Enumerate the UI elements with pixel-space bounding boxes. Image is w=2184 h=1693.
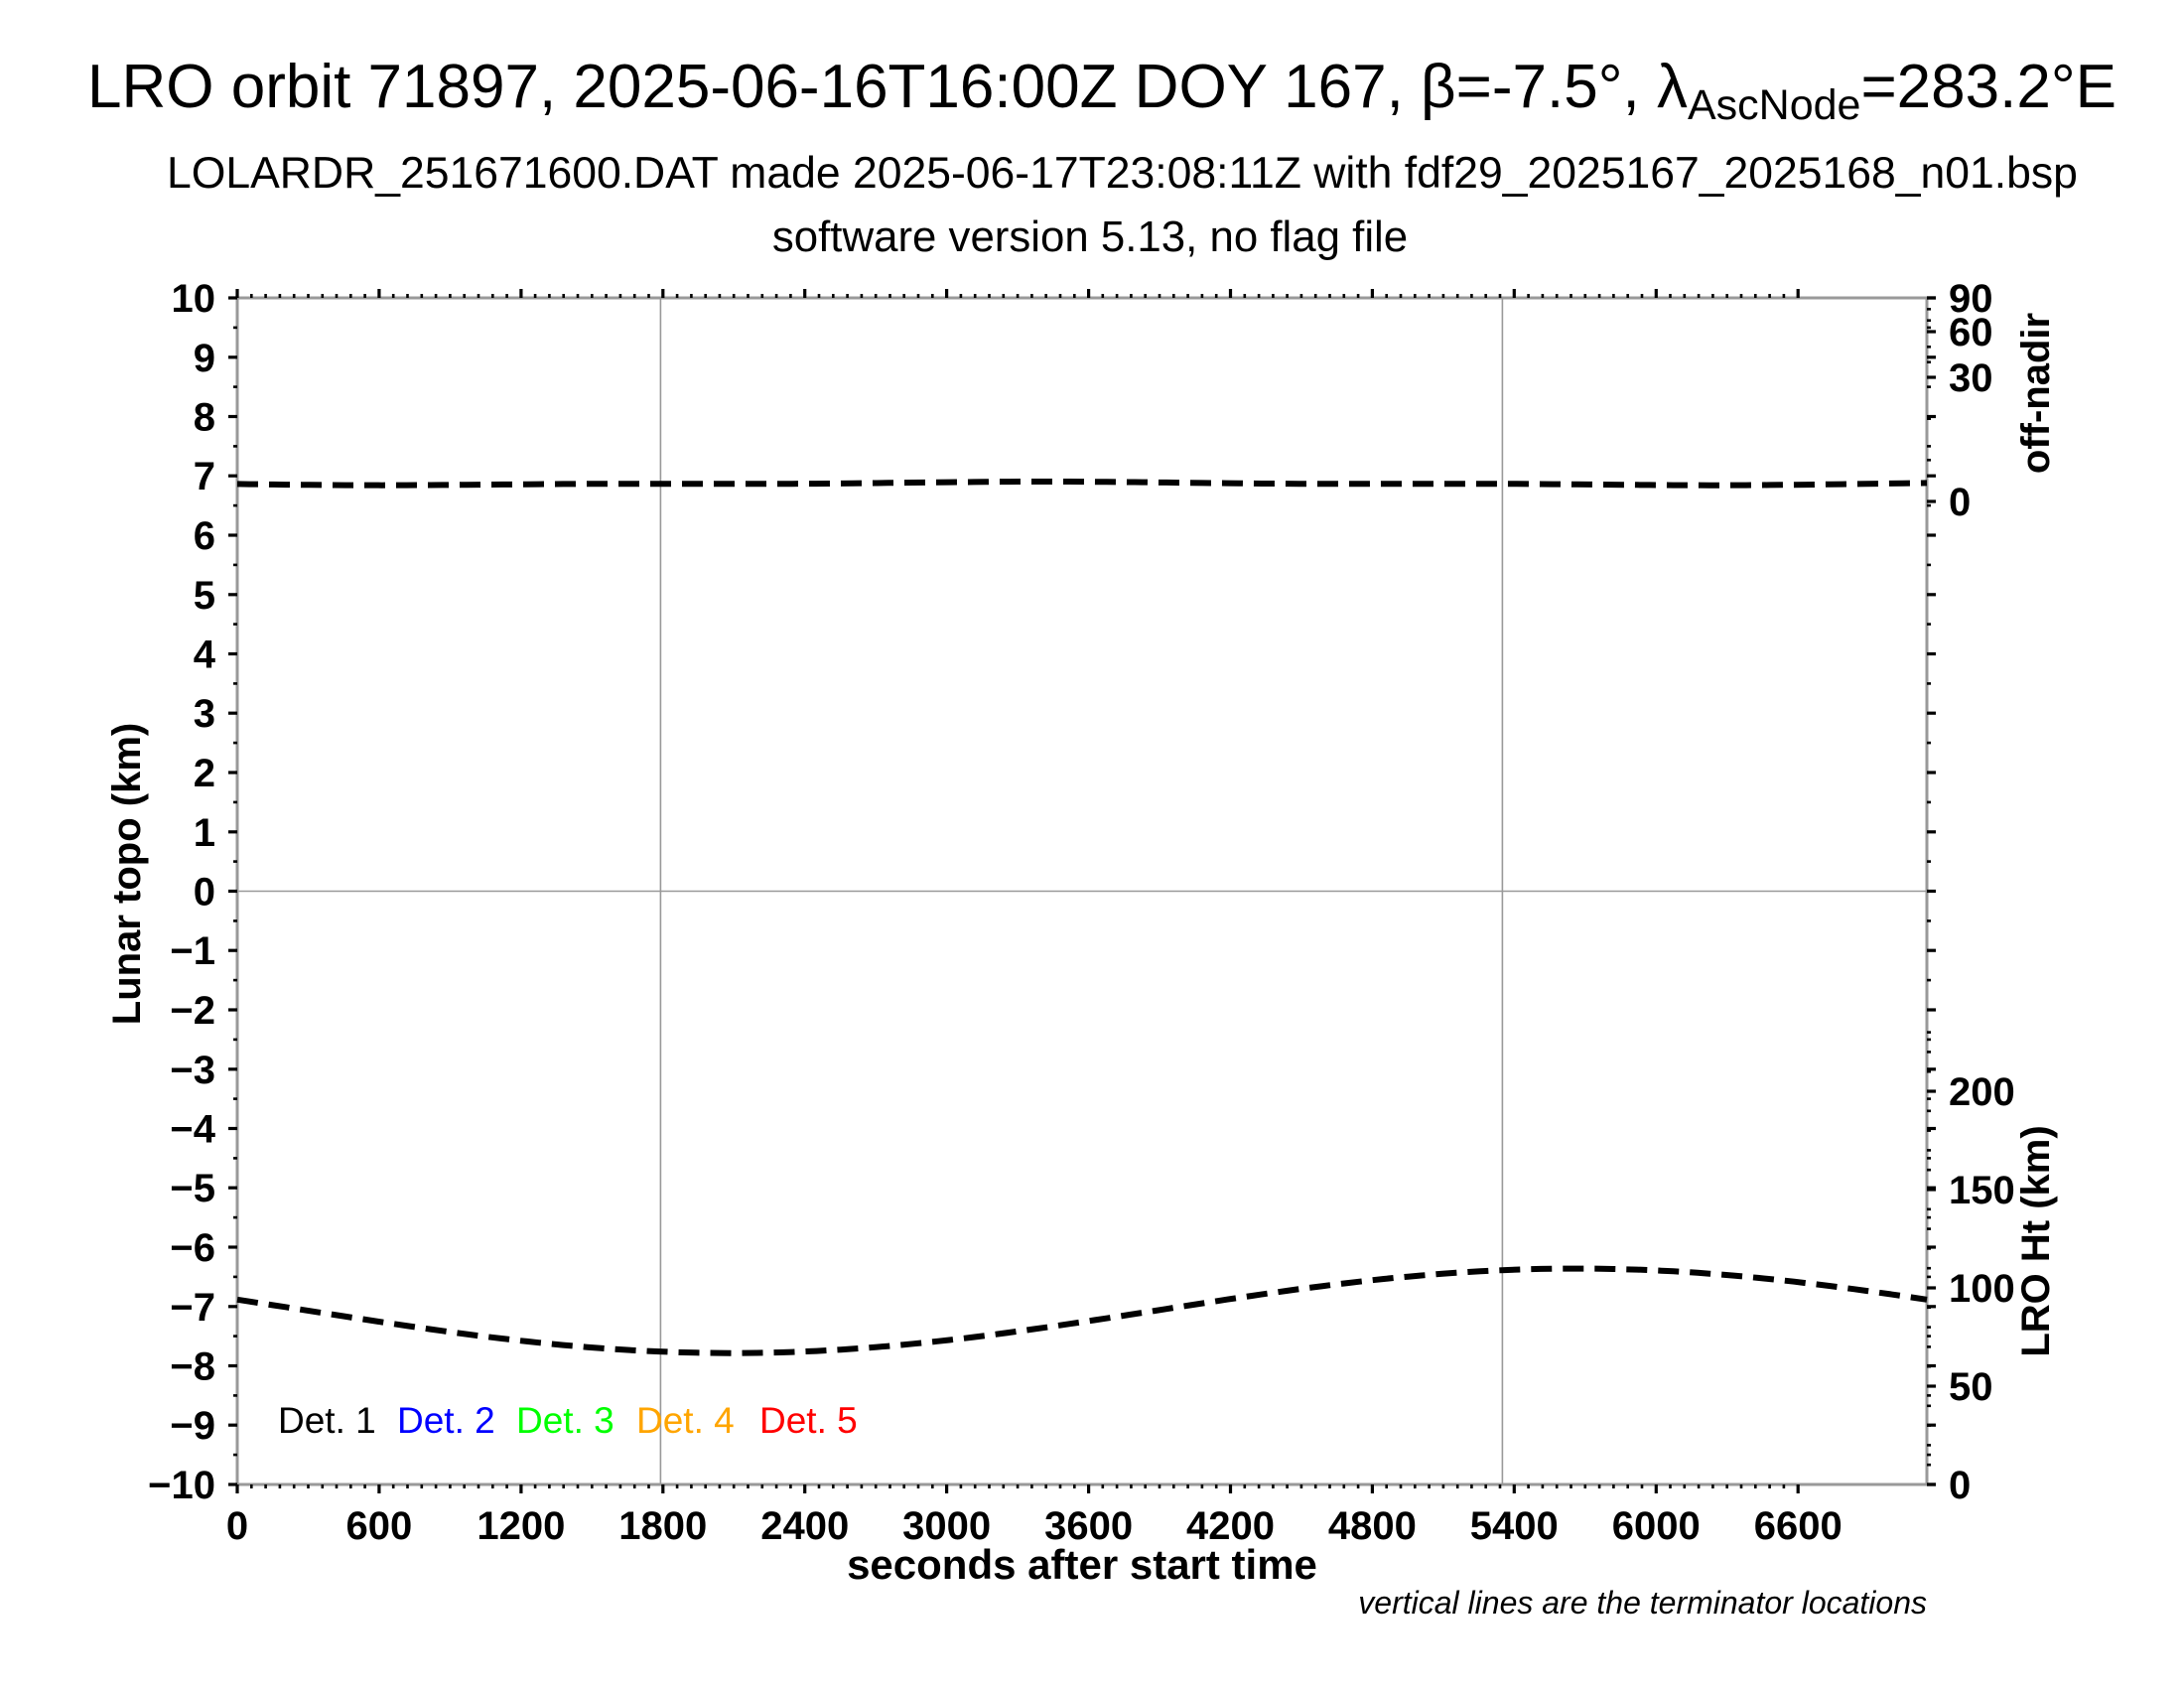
svg-text:150: 150 xyxy=(1949,1169,2015,1212)
svg-text:LOLARDR_251671600.DAT made 202: LOLARDR_251671600.DAT made 2025-06-17T23… xyxy=(167,149,2078,198)
svg-text:1800: 1800 xyxy=(618,1504,707,1548)
svg-text:2: 2 xyxy=(194,752,215,795)
svg-text:−2: −2 xyxy=(170,989,215,1033)
svg-text:0: 0 xyxy=(1949,1464,1971,1507)
svg-text:200: 200 xyxy=(1949,1070,2015,1114)
svg-text:5400: 5400 xyxy=(1470,1504,1559,1548)
svg-text:−8: −8 xyxy=(170,1345,215,1389)
svg-text:9: 9 xyxy=(194,337,215,380)
svg-text:6: 6 xyxy=(194,514,215,558)
svg-text:−4: −4 xyxy=(170,1108,215,1152)
svg-text:Det. 5: Det. 5 xyxy=(759,1400,858,1441)
svg-text:0: 0 xyxy=(1949,481,1971,524)
svg-text:0: 0 xyxy=(194,871,215,915)
svg-text:600: 600 xyxy=(346,1504,413,1548)
svg-text:30: 30 xyxy=(1949,356,1993,400)
svg-text:50: 50 xyxy=(1949,1365,1993,1409)
svg-text:10: 10 xyxy=(172,277,216,321)
svg-text:2400: 2400 xyxy=(760,1504,849,1548)
svg-text:Det. 2: Det. 2 xyxy=(397,1400,495,1441)
svg-text:6600: 6600 xyxy=(1754,1504,1843,1548)
svg-text:−9: −9 xyxy=(170,1404,215,1448)
svg-text:LRO Ht (km): LRO Ht (km) xyxy=(2014,1125,2058,1356)
svg-text:1200: 1200 xyxy=(477,1504,565,1548)
svg-text:Det. 3: Det. 3 xyxy=(516,1400,614,1441)
svg-text:3: 3 xyxy=(194,692,215,736)
svg-text:Lunar topo (km): Lunar topo (km) xyxy=(105,723,149,1025)
svg-text:5: 5 xyxy=(194,574,215,618)
svg-text:−6: −6 xyxy=(170,1226,215,1270)
svg-text:0: 0 xyxy=(226,1504,248,1548)
svg-text:Det. 1: Det. 1 xyxy=(278,1400,376,1441)
svg-text:6000: 6000 xyxy=(1612,1504,1701,1548)
svg-text:−3: −3 xyxy=(170,1049,215,1092)
svg-text:4: 4 xyxy=(194,634,216,677)
svg-text:−10: −10 xyxy=(148,1464,215,1507)
svg-text:off-nadir: off-nadir xyxy=(2014,313,2058,474)
svg-text:4800: 4800 xyxy=(1328,1504,1417,1548)
svg-text:100: 100 xyxy=(1949,1267,2015,1311)
svg-text:Det. 4: Det. 4 xyxy=(636,1400,735,1441)
svg-text:8: 8 xyxy=(194,396,215,440)
svg-text:software version 5.13, no flag: software version 5.13, no flag file xyxy=(772,212,1408,261)
svg-text:1: 1 xyxy=(194,811,215,855)
svg-text:7: 7 xyxy=(194,455,215,498)
svg-text:−5: −5 xyxy=(170,1167,215,1210)
svg-text:vertical lines are the termina: vertical lines are the terminator locati… xyxy=(1358,1585,1927,1621)
svg-text:seconds after start time: seconds after start time xyxy=(847,1541,1317,1588)
svg-text:−1: −1 xyxy=(170,929,215,973)
svg-text:−7: −7 xyxy=(170,1286,215,1330)
svg-text:90: 90 xyxy=(1949,277,1993,321)
